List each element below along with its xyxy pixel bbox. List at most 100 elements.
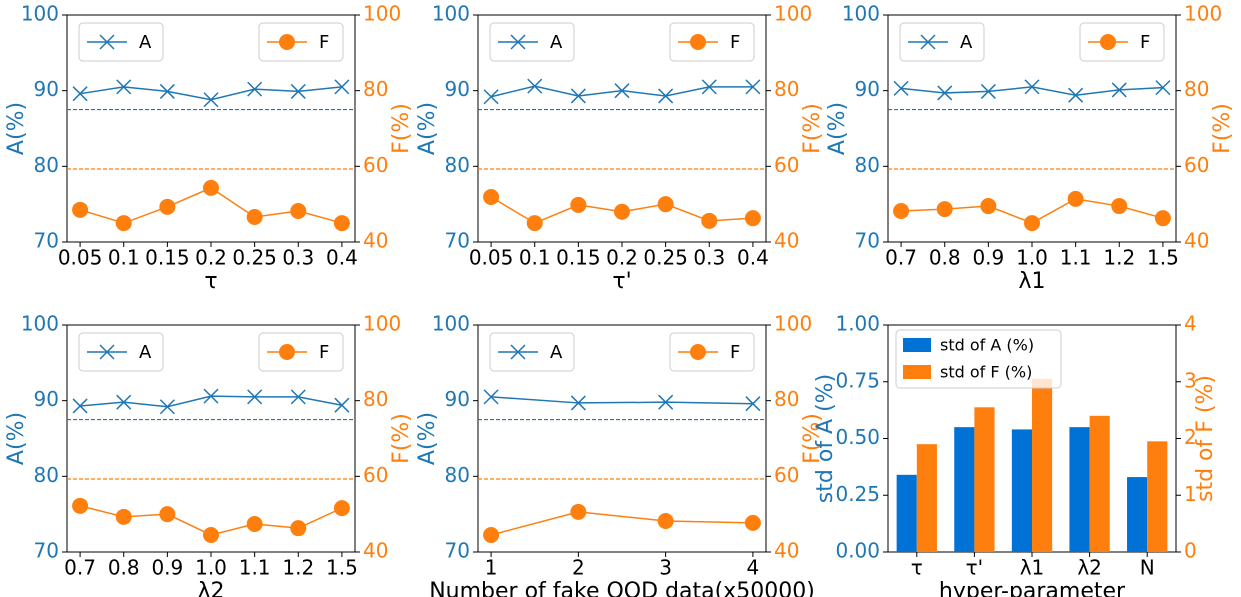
marker (657, 196, 674, 213)
x-tick-label: 0.3 (693, 246, 725, 270)
y-tick-label: 0 (1184, 539, 1197, 563)
x-tick-label: λ1 (1020, 556, 1045, 580)
marker (1155, 80, 1171, 96)
y-tick-label: 0.50 (835, 425, 880, 449)
marker (893, 202, 910, 219)
marker (290, 520, 307, 537)
marker (290, 83, 306, 99)
y-tick-label: 3 (1184, 368, 1197, 392)
x-axis-label: Number of fake OOD data(x50000) (429, 579, 815, 597)
y-tick-label: 80 (34, 463, 59, 487)
marker (690, 34, 706, 50)
marker (1111, 198, 1128, 215)
marker (527, 78, 543, 94)
x-tick-label: 0.3 (282, 246, 314, 270)
x-tick-label: 1.2 (1103, 246, 1135, 270)
marker (614, 203, 630, 220)
y-tick-label: 70 (34, 539, 59, 563)
x-tick-label: 2 (572, 556, 585, 580)
legend-label: F (730, 32, 740, 53)
legend-label: A (550, 32, 563, 53)
legend-box (895, 329, 1062, 389)
x-tick-label: 1.1 (239, 556, 271, 580)
x-tick-label: 4 (747, 556, 760, 580)
legend-label: F (730, 342, 740, 363)
marker (483, 188, 500, 205)
marker (115, 215, 132, 232)
y-tick-label: 100 (432, 312, 470, 336)
y2-axis-label: std of F (%) (1193, 375, 1218, 502)
y2-axis-label: F(%) (389, 413, 414, 464)
marker (246, 209, 263, 226)
y-tick-label: 40 (363, 229, 388, 253)
marker (937, 85, 953, 101)
series-line (491, 396, 753, 405)
x-tick-label: τ (911, 556, 923, 580)
marker (1024, 79, 1040, 95)
legend-label: A (960, 32, 973, 53)
x-tick-label: 0.25 (232, 246, 277, 270)
x-tick-label: 0.1 (108, 246, 140, 270)
y-tick-label: 80 (1184, 77, 1209, 101)
marker (570, 88, 586, 104)
marker (247, 81, 263, 97)
y-axis-label: A(%) (4, 102, 29, 155)
marker (203, 388, 219, 404)
x-tick-label: 0.2 (195, 246, 227, 270)
marker (483, 89, 499, 105)
marker (290, 202, 307, 219)
x-tick-label: 0.2 (606, 246, 638, 270)
marker (115, 508, 132, 525)
y-tick-label: 70 (34, 229, 59, 253)
marker (701, 212, 718, 229)
bar (954, 427, 975, 552)
y-tick-label: 60 (363, 463, 388, 487)
marker (570, 503, 587, 520)
bar (896, 474, 917, 552)
x-tick-label: 1.0 (1016, 246, 1048, 270)
bar (1069, 427, 1090, 552)
y-tick-label: 80 (774, 77, 799, 101)
y-tick-label: 60 (363, 153, 388, 177)
y-tick-label: 40 (1184, 229, 1209, 253)
bar (1127, 477, 1148, 552)
legend-label: F (1140, 32, 1150, 53)
y-axis-label: A(%) (825, 102, 850, 155)
y-tick-label: 100 (774, 2, 812, 26)
marker (246, 516, 263, 533)
marker (72, 201, 89, 218)
axes-frame (477, 324, 767, 553)
y-tick-label: 80 (34, 153, 59, 177)
y2-axis-label: F(%) (800, 103, 825, 154)
y-tick-label: 1 (1184, 482, 1197, 506)
y-tick-label: 100 (21, 312, 59, 336)
marker (658, 88, 674, 104)
y-tick-label: 80 (363, 387, 388, 411)
y-tick-label: 100 (774, 312, 812, 336)
marker (893, 80, 909, 96)
x-tick-label: 0.7 (885, 246, 917, 270)
y-axis-label: A(%) (415, 102, 440, 155)
marker (203, 92, 219, 108)
marker (701, 79, 717, 95)
bar (916, 444, 937, 552)
y2-axis-label: F(%) (389, 103, 414, 154)
x-tick-label: 0.9 (972, 246, 1004, 270)
marker (159, 506, 176, 523)
x-tick-label: 0.1 (519, 246, 551, 270)
marker (483, 526, 500, 543)
x-tick-label: λ2 (1077, 556, 1102, 580)
x-tick-label: 1 (485, 556, 498, 580)
x-tick-label: 0.25 (643, 246, 688, 270)
x-tick-label: τ' (966, 556, 984, 580)
marker (483, 389, 499, 405)
marker (526, 215, 543, 232)
y-tick-label: 90 (34, 387, 59, 411)
y2-axis-label: F(%) (800, 413, 825, 464)
bar (1032, 378, 1053, 552)
x-tick-label: N (1140, 556, 1155, 580)
bar (974, 407, 995, 552)
marker (690, 344, 706, 360)
legend-label: A (550, 342, 563, 363)
